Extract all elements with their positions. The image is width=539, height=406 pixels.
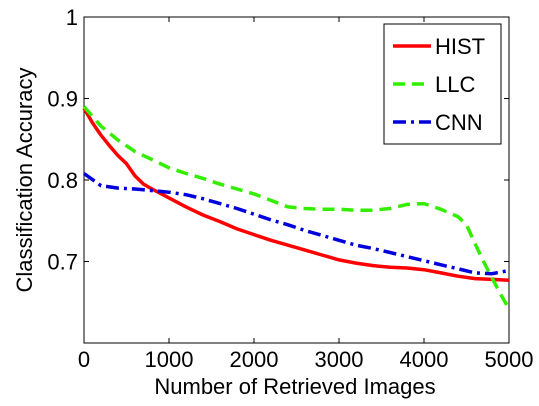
legend-label-hist: HIST [435,34,485,59]
y-tick-label: 0.7 [47,250,78,275]
x-tick-label: 3000 [315,347,364,372]
y-tick-label: 0.9 [47,87,78,112]
x-tick-label: 4000 [400,347,449,372]
x-tick-label: 5000 [485,347,534,372]
y-tick-label: 0.8 [47,168,78,193]
y-axis-label: Classification Accuracy [12,68,37,293]
x-axis-label: Number of Retrieved Images [154,374,435,399]
x-tick-label: 1000 [145,347,194,372]
x-tick-label: 2000 [230,347,279,372]
legend-label-llc: LLC [435,72,475,97]
legend: HIST LLC CNN [384,24,501,144]
y-tick-label: 1 [66,5,78,30]
legend-label-cnn: CNN [435,110,483,135]
x-tick-label: 0 [78,347,90,372]
